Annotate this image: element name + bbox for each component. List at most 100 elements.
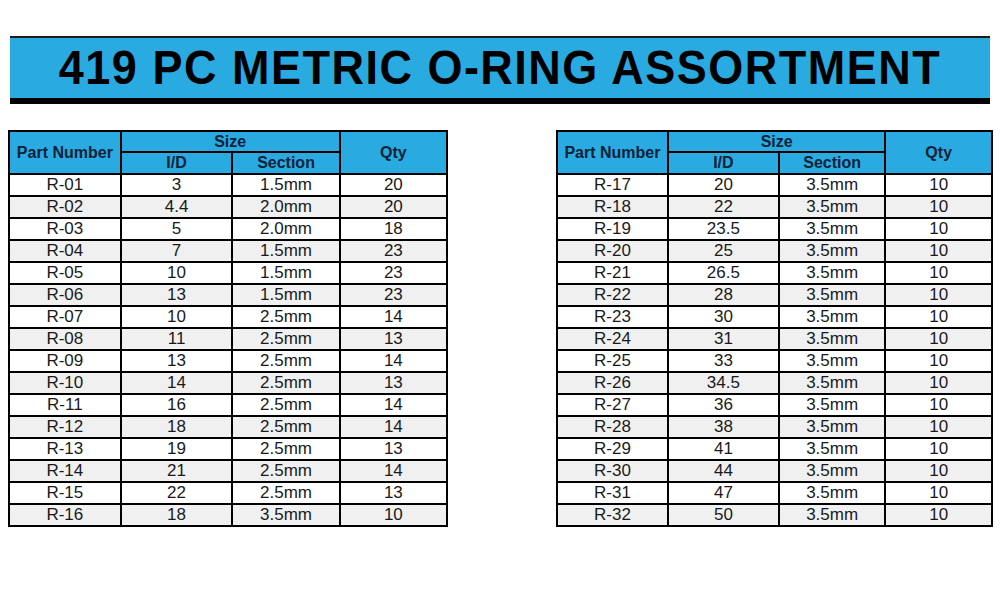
- table-row: R-1923.53.5mm10: [557, 218, 992, 240]
- cell-section: 3.5mm: [779, 218, 886, 240]
- cell-inner-diameter: 38: [668, 416, 779, 438]
- cell-inner-diameter: 22: [121, 482, 233, 504]
- cell-part-number: R-26: [557, 372, 668, 394]
- col-header-size-group: Size: [668, 131, 885, 152]
- cell-part-number: R-22: [557, 284, 668, 306]
- cell-part-number: R-32: [557, 504, 668, 526]
- cell-inner-diameter: 23.5: [668, 218, 779, 240]
- table-body-right: R-17203.5mm10R-18223.5mm10R-1923.53.5mm1…: [557, 174, 992, 526]
- table-row: R-10142.5mm13: [9, 372, 447, 394]
- cell-inner-diameter: 3: [121, 174, 233, 196]
- table-row: R-17203.5mm10: [557, 174, 992, 196]
- title-banner: 419 PC METRIC O-RING ASSORTMENT: [10, 36, 990, 104]
- table-row: R-32503.5mm10: [557, 504, 992, 526]
- table-row: R-28383.5mm10: [557, 416, 992, 438]
- table-row: R-30443.5mm10: [557, 460, 992, 482]
- cell-part-number: R-17: [557, 174, 668, 196]
- table-body-left: R-0131.5mm20R-024.42.0mm20R-0352.0mm18R-…: [9, 174, 447, 526]
- cell-part-number: R-12: [9, 416, 121, 438]
- cell-part-number: R-20: [557, 240, 668, 262]
- table-row: R-06131.5mm23: [9, 284, 447, 306]
- cell-section: 3.5mm: [779, 394, 886, 416]
- cell-qty: 10: [885, 460, 992, 482]
- table-row: R-11162.5mm14: [9, 394, 447, 416]
- cell-inner-diameter: 7: [121, 240, 233, 262]
- col-header-part-number: Part Number: [9, 131, 121, 174]
- cell-inner-diameter: 28: [668, 284, 779, 306]
- cell-qty: 14: [340, 350, 447, 372]
- cell-inner-diameter: 22: [668, 196, 779, 218]
- cell-inner-diameter: 26.5: [668, 262, 779, 284]
- cell-part-number: R-06: [9, 284, 121, 306]
- cell-inner-diameter: 19: [121, 438, 233, 460]
- cell-qty: 13: [340, 438, 447, 460]
- table-row: R-2634.53.5mm10: [557, 372, 992, 394]
- cell-part-number: R-21: [557, 262, 668, 284]
- cell-part-number: R-15: [9, 482, 121, 504]
- col-header-part-number: Part Number: [557, 131, 668, 174]
- cell-section: 3.5mm: [779, 372, 886, 394]
- cell-inner-diameter: 31: [668, 328, 779, 350]
- cell-part-number: R-28: [557, 416, 668, 438]
- cell-part-number: R-05: [9, 262, 121, 284]
- cell-part-number: R-03: [9, 218, 121, 240]
- cell-section: 1.5mm: [232, 174, 339, 196]
- cell-qty: 10: [885, 306, 992, 328]
- cell-section: 3.5mm: [779, 438, 886, 460]
- col-header-inner-diameter: I/D: [668, 152, 779, 174]
- cell-inner-diameter: 11: [121, 328, 233, 350]
- cell-qty: 10: [885, 416, 992, 438]
- cell-part-number: R-23: [557, 306, 668, 328]
- spec-table: Part Number Size Qty I/D Section R-0131.…: [8, 130, 448, 527]
- cell-section: 3.5mm: [779, 196, 886, 218]
- cell-section: 2.5mm: [232, 482, 339, 504]
- cell-qty: 10: [885, 350, 992, 372]
- cell-qty: 13: [340, 328, 447, 350]
- cell-part-number: R-14: [9, 460, 121, 482]
- cell-section: 3.5mm: [779, 240, 886, 262]
- cell-qty: 10: [885, 174, 992, 196]
- cell-inner-diameter: 4.4: [121, 196, 233, 218]
- table-row: R-20253.5mm10: [557, 240, 992, 262]
- col-header-section: Section: [779, 152, 886, 174]
- cell-qty: 10: [885, 284, 992, 306]
- cell-qty: 14: [340, 306, 447, 328]
- oring-table-right: Part Number Size Qty I/D Section R-17203…: [556, 130, 993, 527]
- cell-section: 1.5mm: [232, 284, 339, 306]
- table-row: R-25333.5mm10: [557, 350, 992, 372]
- cell-qty: 10: [885, 482, 992, 504]
- cell-inner-diameter: 10: [121, 306, 233, 328]
- cell-part-number: R-11: [9, 394, 121, 416]
- table-row: R-05101.5mm23: [9, 262, 447, 284]
- cell-section: 2.5mm: [232, 350, 339, 372]
- cell-part-number: R-04: [9, 240, 121, 262]
- cell-qty: 10: [885, 262, 992, 284]
- cell-part-number: R-18: [557, 196, 668, 218]
- cell-inner-diameter: 16: [121, 394, 233, 416]
- cell-section: 2.5mm: [232, 438, 339, 460]
- table-row: R-29413.5mm10: [557, 438, 992, 460]
- cell-qty: 23: [340, 240, 447, 262]
- cell-inner-diameter: 18: [121, 416, 233, 438]
- cell-qty: 20: [340, 196, 447, 218]
- col-header-qty: Qty: [885, 131, 992, 174]
- cell-qty: 10: [885, 504, 992, 526]
- cell-qty: 20: [340, 174, 447, 196]
- cell-section: 3.5mm: [779, 328, 886, 350]
- cell-section: 2.0mm: [232, 196, 339, 218]
- cell-inner-diameter: 18: [121, 504, 233, 526]
- cell-part-number: R-19: [557, 218, 668, 240]
- cell-qty: 14: [340, 394, 447, 416]
- table-row: R-23303.5mm10: [557, 306, 992, 328]
- table-row: R-0352.0mm18: [9, 218, 447, 240]
- cell-inner-diameter: 44: [668, 460, 779, 482]
- cell-part-number: R-24: [557, 328, 668, 350]
- table-row: R-0471.5mm23: [9, 240, 447, 262]
- table-row: R-22283.5mm10: [557, 284, 992, 306]
- table-row: R-27363.5mm10: [557, 394, 992, 416]
- cell-part-number: R-10: [9, 372, 121, 394]
- cell-section: 3.5mm: [779, 504, 886, 526]
- cell-inner-diameter: 41: [668, 438, 779, 460]
- cell-qty: 23: [340, 284, 447, 306]
- cell-qty: 10: [885, 218, 992, 240]
